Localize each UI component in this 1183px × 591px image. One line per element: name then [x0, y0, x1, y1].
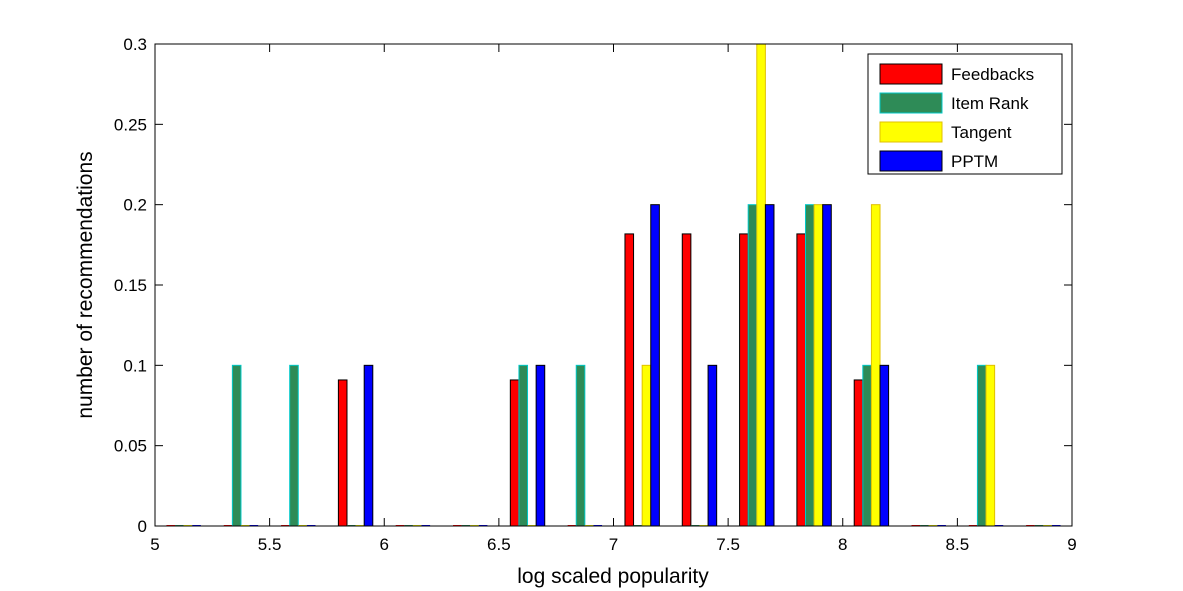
- bar-tangent: [641, 364, 652, 527]
- x-tick-label: 7.5: [716, 535, 740, 554]
- y-tick-label: 0.25: [114, 115, 147, 134]
- legend-swatch: [879, 92, 943, 114]
- y-tick-label: 0.15: [114, 276, 147, 295]
- bar-pptm: [535, 364, 546, 527]
- x-tick-label: 7: [609, 535, 618, 554]
- x-tick-label: 8.5: [946, 535, 970, 554]
- legend-label: Item Rank: [951, 94, 1029, 113]
- legend-label: Tangent: [951, 123, 1012, 142]
- bar-item-rank: [289, 364, 299, 527]
- x-tick-label: 9: [1067, 535, 1076, 554]
- y-tick-label: 0.2: [123, 196, 147, 215]
- bar-pptm: [650, 204, 660, 527]
- y-tick-label: 0.1: [123, 356, 147, 375]
- bar-item-rank: [804, 204, 815, 527]
- bar-tangent: [813, 204, 824, 527]
- bar-feedbacks: [853, 379, 864, 527]
- bar-tangent: [870, 204, 881, 527]
- bar-item-rank: [976, 364, 987, 527]
- x-tick-label: 8: [838, 535, 847, 554]
- x-axis: 5 5.5 6 6.5 7 7.5 8 8.5 9: [150, 44, 1077, 554]
- legend-label: PPTM: [951, 152, 998, 171]
- legend: Feedbacks Item Rank Tangent PPTM: [867, 53, 1063, 175]
- x-tick-label: 5.5: [258, 535, 282, 554]
- y-axis: 0 0.05 0.1 0.15 0.2 0.25 0.3: [114, 35, 1072, 536]
- bar-pptm: [822, 204, 832, 527]
- legend-swatch: [879, 63, 943, 85]
- legend-swatch: [879, 121, 943, 143]
- bar-pptm: [707, 364, 718, 527]
- bar-item-rank: [231, 364, 242, 527]
- legend-label: Feedbacks: [951, 65, 1034, 84]
- y-tick-label: 0: [138, 517, 147, 536]
- y-tick-label: 0.05: [114, 437, 147, 456]
- bar-item-rank: [862, 364, 872, 527]
- bar-feedbacks: [624, 233, 635, 527]
- bar-feedbacks: [739, 233, 749, 527]
- bar-feedbacks: [796, 233, 806, 527]
- y-axis-label: number of recommendations: [74, 151, 97, 418]
- bar-tangent: [756, 43, 766, 527]
- x-axis-label: log scaled popularity: [517, 565, 709, 588]
- bars-layer: [166, 43, 1061, 527]
- bar-pptm: [879, 364, 890, 527]
- bar-item-rank: [575, 364, 586, 527]
- bar-pptm: [764, 204, 775, 527]
- bar-tangent: [985, 364, 996, 527]
- bar-feedbacks: [337, 379, 348, 527]
- x-tick-label: 6.5: [487, 535, 511, 554]
- legend-swatch: [879, 150, 943, 172]
- x-tick-label: 5: [150, 535, 159, 554]
- bar-feedbacks: [509, 379, 520, 527]
- y-tick-label: 0.3: [123, 35, 147, 54]
- bar-item-rank: [518, 364, 529, 527]
- bar-item-rank: [747, 204, 758, 527]
- bar-feedbacks: [681, 233, 692, 527]
- bar-pptm: [363, 364, 374, 527]
- x-tick-label: 6: [380, 535, 389, 554]
